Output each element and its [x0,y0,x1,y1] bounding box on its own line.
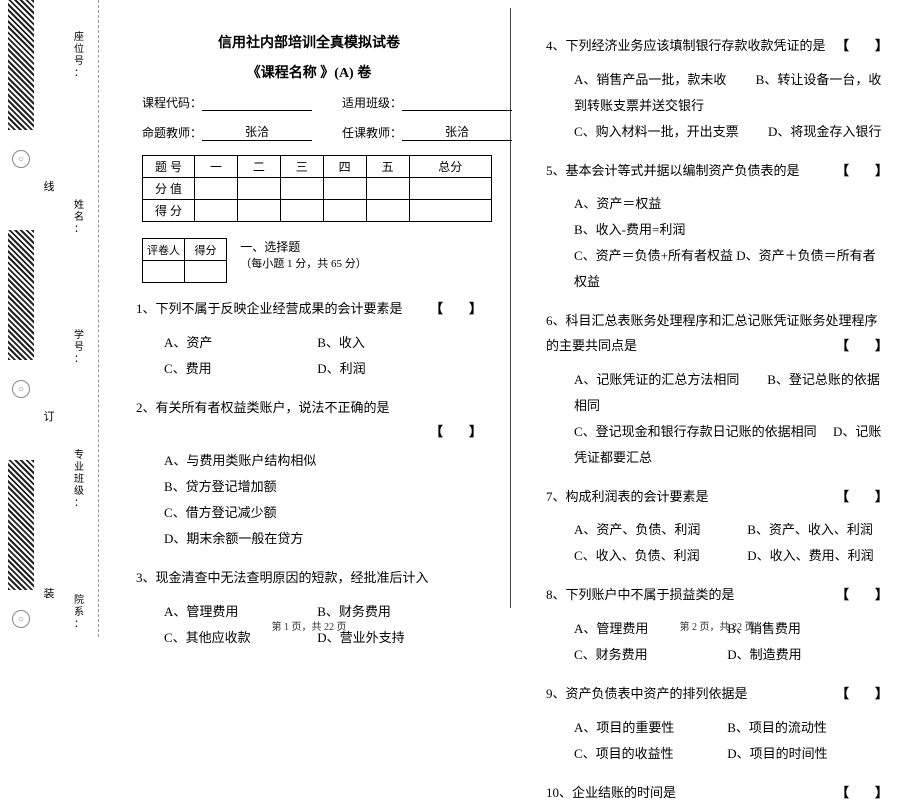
question-7: 7、构成利润表的会计要素是 【 】 A、资产、负债、利润 B、资产、收入、利润 … [546,485,888,570]
field-sid-label: 学号： [72,330,86,366]
binding-margin: ○ ○ ○ 线 订 装 座位号： 姓名： 学号： 专业班级： 院系： [0,0,95,637]
answer-bracket[interactable]: 【 】 [430,420,482,445]
binding-label-xian: 线 [42,178,56,194]
question-1: 1、下列不属于反映企业经营成果的会计要素是 【 】 A、资产 B、收入 C、费用… [136,297,482,382]
question-5: 5、基本会计等式并据以编制资产负债表的是 【 】 A、资产＝权益 B、收入-费用… [546,159,888,296]
q9-opt-b: B、项目的流动性 [727,715,877,741]
question-2: 2、有关所有者权益类账户，说法不正确的是 【 】 A、与费用类账户结构相似 B、… [136,396,482,553]
field-dept-label: 院系： [72,595,86,631]
answer-bracket[interactable]: 【 】 [836,583,888,608]
q8-opt-d: D、制造费用 [727,642,877,668]
q2-opt-a: A、与费用类账户结构相似 [164,448,334,474]
meta-setter: 命题教师： 张洽 [142,123,312,141]
page-2: 4、下列经济业务应该填制银行存款收款凭证的是 【 】 A、销售产品一批，款未收 … [514,0,920,637]
q6-opt-c: C、登记现金和银行存款日记账的依据相同 [574,424,817,439]
q5-opt-c: C、资产＝负债+所有者权益 [574,248,733,263]
q4-opt-d: D、将现金存入银行 [768,124,881,139]
question-10: 10、企业结账的时间是 【 】 [546,781,888,806]
q4-opt-c: C、购入材料一批，开出支票 [574,124,739,139]
answer-bracket[interactable]: 【 】 [836,485,888,510]
grader-table: 评卷人得分 [142,238,227,283]
cut-circle-icon: ○ [12,610,30,628]
hatch-block [8,230,34,360]
q7-opt-a: A、资产、负债、利润 [574,517,744,543]
answer-bracket[interactable]: 【 】 [430,297,482,322]
meta-class: 适用班级： [342,94,512,111]
q1-opt-b: B、收入 [317,330,467,356]
question-9: 9、资产负债表中资产的排列依据是 【 】 A、项目的重要性 B、项目的流动性 C… [546,682,888,767]
score-table: 题 号 一 二 三 四 五 总分 分 值 得 分 [142,155,492,222]
meta-course-code: 课程代码： [142,94,312,111]
answer-bracket[interactable]: 【 】 [836,334,888,359]
q2-opt-b: B、贷方登记增加额 [164,474,314,500]
page-1: 信用社内部培训全真模拟试卷 《课程名称 》(A) 卷 课程代码： 适用班级： 命… [104,0,514,637]
dotted-divider [98,0,99,637]
q5-opt-a: A、资产＝权益 [574,191,744,217]
binding-label-zhuang: 装 [42,585,56,601]
answer-bracket[interactable]: 【 】 [836,34,888,59]
q2-opt-c: C、借方登记减少额 [164,500,334,526]
cut-circle-icon: ○ [12,150,30,168]
page-footer-1: 第 1 页，共 22 页 [104,618,514,633]
q2-opt-d: D、期末余额一般在贷方 [164,526,314,552]
field-seat-label: 座位号： [72,32,86,80]
question-4: 4、下列经济业务应该填制银行存款收款凭证的是 【 】 A、销售产品一批，款未收 … [546,34,888,145]
q8-opt-c: C、财务费用 [574,642,724,668]
answer-bracket[interactable]: 【 】 [836,682,888,707]
q1-opt-a: A、资产 [164,330,314,356]
cut-circle-icon: ○ [12,380,30,398]
binding-label-ding: 订 [42,408,56,424]
field-major-label: 专业班级： [72,450,86,510]
page-footer-2: 第 2 页，共 22 页 [514,618,920,633]
q7-opt-d: D、收入、费用、利润 [747,548,873,563]
answer-bracket[interactable]: 【 】 [836,159,888,184]
q5-opt-b: B、收入-费用=利润 [574,217,724,243]
question-6: 6、科目汇总表账务处理程序和汇总记账凭证账务处理程序的主要共同点是 【 】 A、… [546,309,888,470]
hatch-block [8,0,34,130]
course-title: 《课程名称 》(A) 卷 [122,62,496,82]
q7-opt-c: C、收入、负债、利润 [574,543,744,569]
q9-opt-c: C、项目的收益性 [574,741,724,767]
q1-opt-d: D、利润 [317,356,467,382]
q9-opt-a: A、项目的重要性 [574,715,724,741]
field-name-label: 姓名： [72,200,86,236]
exam-title: 信用社内部培训全真模拟试卷 [122,32,496,52]
section-1-head: 一、选择题 （每小题 1 分，共 65 分） [240,238,367,271]
question-3: 3、现金清查中无法查明原因的短款，经批准后计入 A、管理费用 B、财务费用 C、… [136,566,482,651]
q9-opt-d: D、项目的时间性 [727,741,877,767]
q7-opt-b: B、资产、收入、利润 [747,522,873,537]
q1-opt-c: C、费用 [164,356,314,382]
hatch-block [8,460,34,590]
meta-teacher: 任课教师： 张洽 [342,123,512,141]
q6-opt-a: A、记账凭证的汇总方法相同 [574,367,764,393]
answer-bracket[interactable]: 【 】 [836,781,888,806]
q4-opt-a: A、销售产品一批，款未收 [574,72,726,87]
